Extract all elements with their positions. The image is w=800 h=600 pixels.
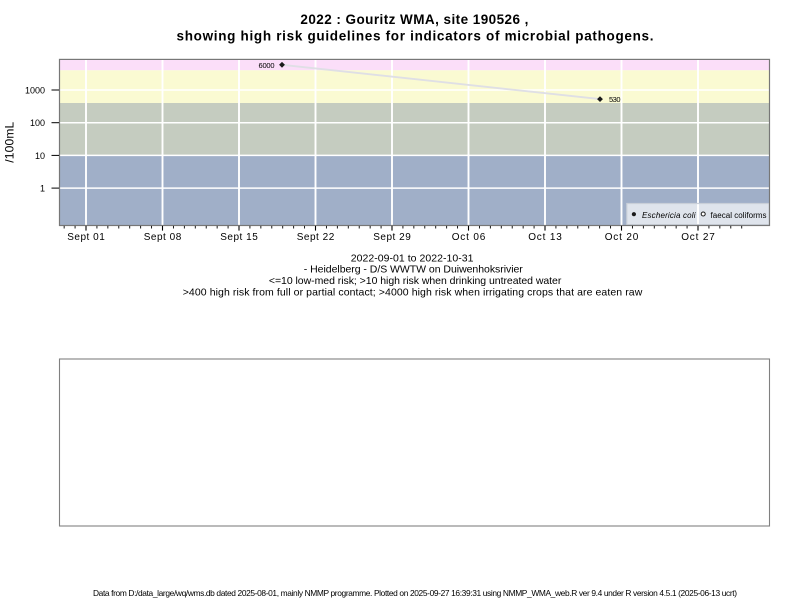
svg-text:100: 100	[30, 118, 45, 128]
svg-text:<=10 low-med risk; >10 high ri: <=10 low-med risk; >10 high risk when dr…	[269, 275, 562, 287]
svg-text:530: 530	[609, 95, 621, 104]
svg-text:Oct 20: Oct 20	[605, 232, 639, 243]
svg-text:Sept 15: Sept 15	[220, 232, 258, 243]
svg-text:Eschericia coli: Eschericia coli	[642, 211, 696, 220]
svg-text:Sept 01: Sept 01	[67, 232, 105, 243]
svg-text:Oct 27: Oct 27	[681, 232, 715, 243]
svg-text:2022 : Gouritz WMA, site 19052: 2022 : Gouritz WMA, site 190526 ,	[300, 12, 528, 27]
svg-text:10: 10	[35, 151, 45, 161]
svg-text:1: 1	[40, 184, 45, 194]
svg-text:showing high risk guidelines f: showing high risk guidelines for indicat…	[177, 28, 654, 43]
svg-text:Data from D:/data_large/wq/wms: Data from D:/data_large/wq/wms.db dated …	[93, 588, 737, 598]
svg-text:2022-09-01 to 2022-10-31: 2022-09-01 to 2022-10-31	[351, 253, 474, 265]
svg-text:Sept 29: Sept 29	[373, 232, 411, 243]
svg-text:faecal coliforms: faecal coliforms	[711, 211, 767, 220]
svg-text:Sept 22: Sept 22	[297, 232, 335, 243]
svg-text:Oct 13: Oct 13	[528, 232, 562, 243]
svg-text:/100mL: /100mL	[3, 121, 17, 162]
svg-text:1000: 1000	[25, 85, 45, 95]
svg-text:Sept 08: Sept 08	[144, 232, 182, 243]
svg-text:6000: 6000	[259, 61, 275, 70]
svg-text:>400 high risk from full or pa: >400 high risk from full or partial cont…	[183, 287, 643, 299]
svg-text:Oct 06: Oct 06	[452, 232, 486, 243]
svg-text:- Heidelberg - D/S WWTW on Dui: - Heidelberg - D/S WWTW on Duiwenhoksriv…	[304, 264, 524, 276]
